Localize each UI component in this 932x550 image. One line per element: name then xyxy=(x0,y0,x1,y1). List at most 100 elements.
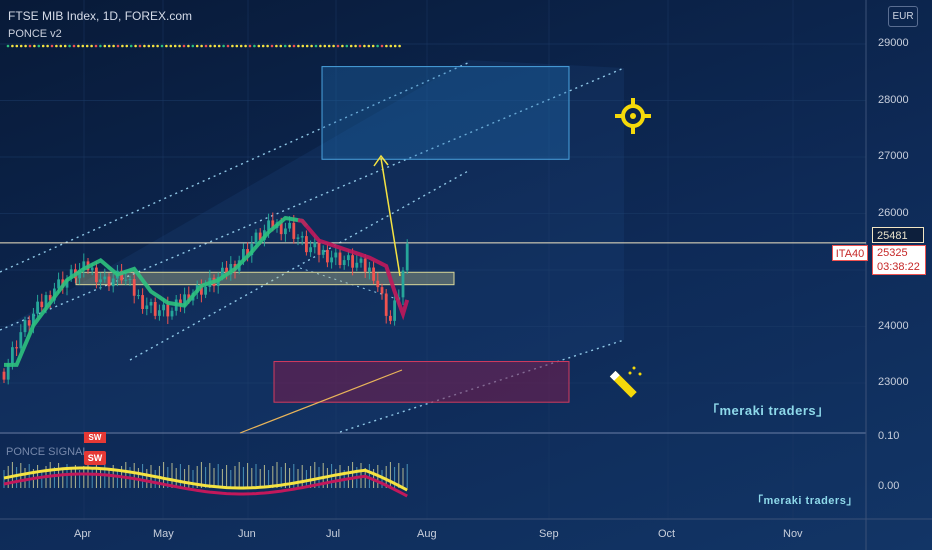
candle-body xyxy=(267,220,270,231)
candle-body xyxy=(27,320,31,326)
signal-marker xyxy=(112,44,115,48)
candle-body xyxy=(334,252,338,258)
signal-marker xyxy=(121,44,124,48)
signal-marker xyxy=(341,44,344,48)
signal-line-fast xyxy=(3,466,408,492)
level-price-tag: 25481 xyxy=(872,227,924,243)
signal-marker xyxy=(209,44,212,48)
signal-marker xyxy=(222,44,225,48)
candle-body xyxy=(372,267,375,281)
signal-marker xyxy=(283,44,287,48)
candle-body xyxy=(342,260,346,266)
time-tick-label: May xyxy=(153,528,174,540)
signal-marker xyxy=(292,44,296,48)
candle-body xyxy=(149,301,153,306)
candle-body xyxy=(128,279,132,281)
signal-marker xyxy=(169,44,173,48)
candle-body xyxy=(305,236,308,253)
candle-body xyxy=(284,228,287,235)
signal-marker xyxy=(305,44,309,48)
signal-marker xyxy=(72,44,76,48)
projection-arrow xyxy=(380,157,401,277)
trend-curve-down xyxy=(297,218,410,321)
current-price-tag: 25325 03:38:22 xyxy=(872,245,926,275)
candle-body xyxy=(36,301,39,314)
watermark-subpanel: 「meraki traders」 xyxy=(752,495,858,507)
signal-marker xyxy=(314,44,318,48)
candle-body xyxy=(225,267,228,275)
candle-body xyxy=(69,269,73,279)
candle-body xyxy=(288,222,291,229)
candle-body xyxy=(279,222,283,235)
signal-marker xyxy=(319,44,322,48)
candle-body xyxy=(351,255,354,268)
resistance-box xyxy=(75,271,455,286)
magic-wand-icon xyxy=(609,370,637,398)
candle-body xyxy=(363,258,367,272)
sw-badge: SW xyxy=(84,451,106,465)
signal-marker xyxy=(24,44,27,48)
candle-body xyxy=(170,310,174,317)
price-tick-label: 28000 xyxy=(878,93,909,106)
signal-marker xyxy=(11,44,14,48)
signal-marker xyxy=(6,44,10,48)
signal-marker xyxy=(376,44,379,48)
signal-marker xyxy=(385,44,388,48)
candle-body xyxy=(103,276,107,280)
candle-body xyxy=(401,270,405,298)
signal-marker xyxy=(231,44,234,48)
candle-body xyxy=(166,304,170,317)
candle-body xyxy=(57,279,60,289)
signal-marker xyxy=(138,44,142,48)
candle-body xyxy=(162,304,165,311)
time-tick-label: Apr xyxy=(74,528,92,540)
signal-marker xyxy=(200,44,203,48)
signal-marker xyxy=(63,44,67,48)
signal-marker xyxy=(41,44,45,48)
candle-body xyxy=(145,305,149,309)
subpanel-title: PONCE SIGNAL xyxy=(6,446,89,458)
candle-body xyxy=(309,247,312,253)
trend-curve-up xyxy=(4,215,308,367)
price-tick-label: 29000 xyxy=(878,37,909,49)
candle-body xyxy=(338,252,342,266)
signal-marker xyxy=(398,44,401,48)
subpanel-tick-label: 0.00 xyxy=(878,480,900,492)
candle-body xyxy=(405,243,409,271)
candle-body xyxy=(44,295,48,308)
target-zone xyxy=(321,66,570,160)
signal-marker xyxy=(345,44,349,48)
candle-body xyxy=(347,255,350,261)
signal-marker xyxy=(367,44,371,48)
candle-body xyxy=(6,363,10,380)
signal-marker xyxy=(323,44,327,48)
signal-marker xyxy=(81,44,85,48)
indicator-label[interactable]: PONCE v2 xyxy=(8,28,62,40)
time-tick-label: Oct xyxy=(658,528,676,540)
candle-body xyxy=(296,237,300,239)
crosshair-target-icon xyxy=(615,98,651,134)
signal-marker xyxy=(46,44,49,48)
signal-marker xyxy=(191,44,195,48)
symbol-tag: ITA40 xyxy=(832,245,868,261)
candle-body xyxy=(99,279,102,283)
sparkle xyxy=(632,366,636,370)
signal-marker xyxy=(103,44,107,48)
signal-marker xyxy=(363,44,366,48)
signal-marker xyxy=(33,44,36,48)
signal-marker xyxy=(125,44,129,48)
candle-body xyxy=(179,299,182,306)
signal-marker xyxy=(371,44,375,48)
signal-marker xyxy=(129,44,133,48)
price-tick-label: 26000 xyxy=(878,206,909,219)
signal-marker xyxy=(134,44,137,48)
signal-marker xyxy=(15,44,19,48)
channel-fill xyxy=(0,60,624,432)
time-tick-label: Aug xyxy=(417,528,437,540)
candle-body xyxy=(153,301,157,316)
signal-marker xyxy=(147,44,151,48)
signal-marker xyxy=(107,44,111,48)
currency-button[interactable]: EUR xyxy=(888,6,918,27)
